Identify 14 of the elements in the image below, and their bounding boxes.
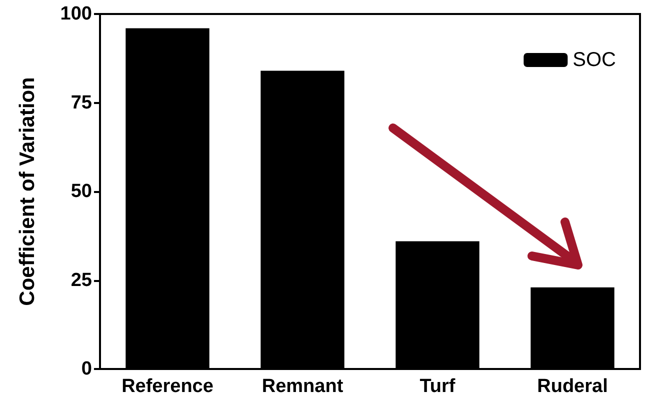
x-tick-label: Turf <box>420 376 456 397</box>
y-tick-label: 25 <box>70 270 92 291</box>
bar <box>126 28 210 369</box>
y-tick-label: 0 <box>81 358 92 380</box>
bar <box>530 287 614 369</box>
x-tick-label: Ruderal <box>537 376 608 397</box>
x-tick-label: Reference <box>122 376 214 397</box>
y-tick-label: 50 <box>70 181 92 202</box>
y-axis-title: Coefficient of Variation <box>16 77 39 306</box>
x-tick-label: Remnant <box>262 376 344 397</box>
y-tick-label: 75 <box>70 92 92 114</box>
legend-label: SOC <box>572 49 616 71</box>
y-tick-label: 100 <box>60 4 92 24</box>
bar <box>260 70 344 369</box>
